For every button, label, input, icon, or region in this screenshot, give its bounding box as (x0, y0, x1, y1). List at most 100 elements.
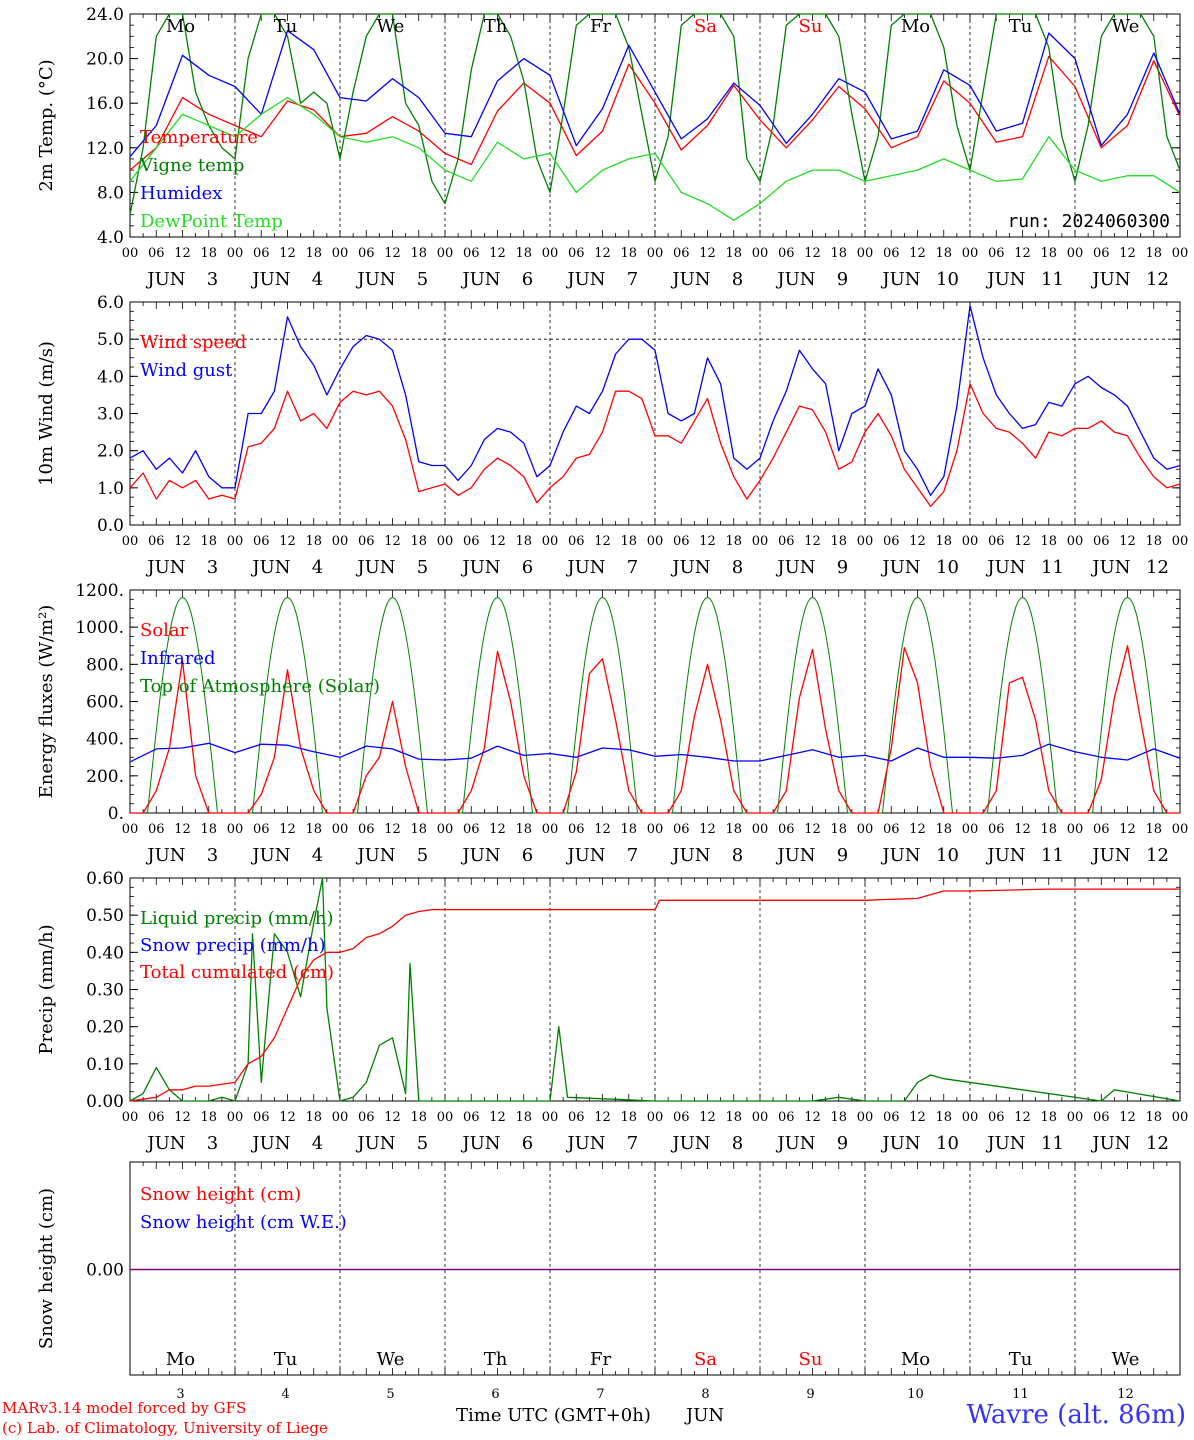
x-day-label: 5 (417, 269, 428, 290)
weekday-label-bottom: Th (484, 1349, 508, 1370)
x-hour-label: 18 (200, 1110, 217, 1125)
x-month-label: JUN (250, 269, 290, 290)
x-day-label: 11 (1041, 269, 1064, 290)
x-hour-label: 06 (673, 534, 690, 549)
x-hour-label: 12 (699, 1110, 716, 1125)
x-hour-label: 12 (174, 246, 191, 261)
x-hour-label: 12 (1119, 1110, 1136, 1125)
x-hour-label: 00 (542, 246, 559, 261)
x-hour-label: 12 (699, 246, 716, 261)
x-hour-label: 18 (935, 534, 952, 549)
x-hour-label: 18 (410, 1110, 427, 1125)
x-hour-label: 18 (725, 534, 742, 549)
x-hour-label: 12 (804, 534, 821, 549)
x-hour-label: 12 (909, 246, 926, 261)
series-line-0 (129, 383, 1181, 508)
y-tick-label: 24.0 (86, 5, 124, 25)
x-day-label: 6 (522, 269, 533, 290)
x-hour-label: 18 (200, 822, 217, 837)
y-tick-label: 12.0 (86, 139, 124, 159)
x-hour-label: 18 (515, 1110, 532, 1125)
x-month-label: JUN (670, 1133, 710, 1154)
x-day-label: 8 (732, 557, 743, 578)
y-tick-label: 1000. (75, 618, 124, 638)
x-month-label: JUN (880, 269, 920, 290)
x-hour-label: 00 (1067, 822, 1084, 837)
x-hour-label: 06 (253, 246, 270, 261)
y-tick-label: 0.40 (86, 943, 124, 963)
x-hour-label: 00 (1172, 822, 1189, 837)
plot-frame (129, 589, 1181, 814)
x-month-label: JUN (460, 269, 500, 290)
x-hour-label: 00 (227, 534, 244, 549)
panel-3: 0.00 0.10 0.20 0.30 0.40 0.50 0.60 00 06 12 18 00 06… (36, 869, 1188, 1154)
x-hour-label: 12 (1014, 534, 1031, 549)
x-hour-label: 12 (489, 246, 506, 261)
y-tick-label: 20.0 (86, 50, 124, 70)
series-line-1 (129, 305, 1181, 496)
x-hour-label: 12 (279, 1110, 296, 1125)
x-hour-label: 06 (1093, 1110, 1110, 1125)
x-day-label: 4 (312, 1133, 323, 1154)
series-line-0 (129, 55, 1181, 171)
x-month-label: JUN (460, 557, 500, 578)
x-hour-label: 12 (699, 534, 716, 549)
x-day-number: 7 (596, 1387, 604, 1402)
x-month-label: JUN (145, 845, 185, 866)
x-hour-label: 00 (647, 534, 664, 549)
x-hour-label: 00 (1172, 534, 1189, 549)
x-hour-label: 00 (857, 534, 874, 549)
weekday-label-bottom: Tu (1009, 1349, 1033, 1370)
x-month-label: JUN (355, 557, 395, 578)
x-hour-label: 06 (778, 1110, 795, 1125)
station-label: Wavre (alt. 86m) (966, 1400, 1186, 1430)
x-day-label: 7 (627, 557, 638, 578)
x-hour-label: 06 (463, 246, 480, 261)
x-hour-label: 06 (463, 534, 480, 549)
plot-frame (129, 301, 1181, 526)
x-hour-label: 00 (1067, 246, 1084, 261)
x-hour-label: 18 (1040, 822, 1057, 837)
y-tick-label: 2.0 (97, 442, 124, 462)
model-credit: MARv3.14 model forced by GFS (2, 1399, 247, 1417)
x-hour-label: 12 (594, 246, 611, 261)
x-hour-label: 12 (489, 822, 506, 837)
x-hour-label: 00 (752, 1110, 769, 1125)
x-month-label: JUN (355, 845, 395, 866)
y-tick-label: 1200. (75, 581, 124, 601)
x-hour-label: 06 (673, 1110, 690, 1125)
x-hour-label: 18 (515, 534, 532, 549)
x-day-label: 9 (837, 557, 848, 578)
weekday-label-top: Th (484, 16, 508, 37)
x-hour-label: 12 (594, 822, 611, 837)
x-day-number: 10 (907, 1387, 924, 1402)
weekday-label-top: We (1112, 16, 1140, 37)
x-hour-label: 00 (857, 246, 874, 261)
x-month-label: JUN (565, 1133, 605, 1154)
x-month-label: JUN (880, 845, 920, 866)
x-hour-label: 18 (620, 246, 637, 261)
x-hour-label: 00 (437, 822, 454, 837)
x-month-label: JUN (565, 269, 605, 290)
x-day-number: 9 (806, 1387, 814, 1402)
x-hour-label: 00 (752, 822, 769, 837)
x-hour-label: 12 (174, 534, 191, 549)
x-day-number: 4 (281, 1387, 289, 1402)
x-hour-label: 06 (883, 1110, 900, 1125)
x-day-number: 5 (386, 1387, 394, 1402)
series-line-2 (129, 30, 1181, 158)
x-hour-label: 12 (489, 1110, 506, 1125)
x-day-label: 8 (732, 269, 743, 290)
x-day-label: 7 (627, 845, 638, 866)
legend-entry: Solar (140, 620, 189, 641)
weekday-label-bottom: We (1112, 1349, 1140, 1370)
x-hour-label: 18 (935, 1110, 952, 1125)
y-tick-label: 3.0 (97, 405, 124, 425)
y-tick-label: 200. (86, 767, 124, 787)
y-axis-label: 10m Wind (m/s) (36, 341, 57, 486)
y-tick-label: 0.00 (86, 1261, 124, 1281)
x-hour-label: 18 (200, 246, 217, 261)
x-month-label: JUN (250, 557, 290, 578)
x-month-label: JUN (775, 269, 815, 290)
